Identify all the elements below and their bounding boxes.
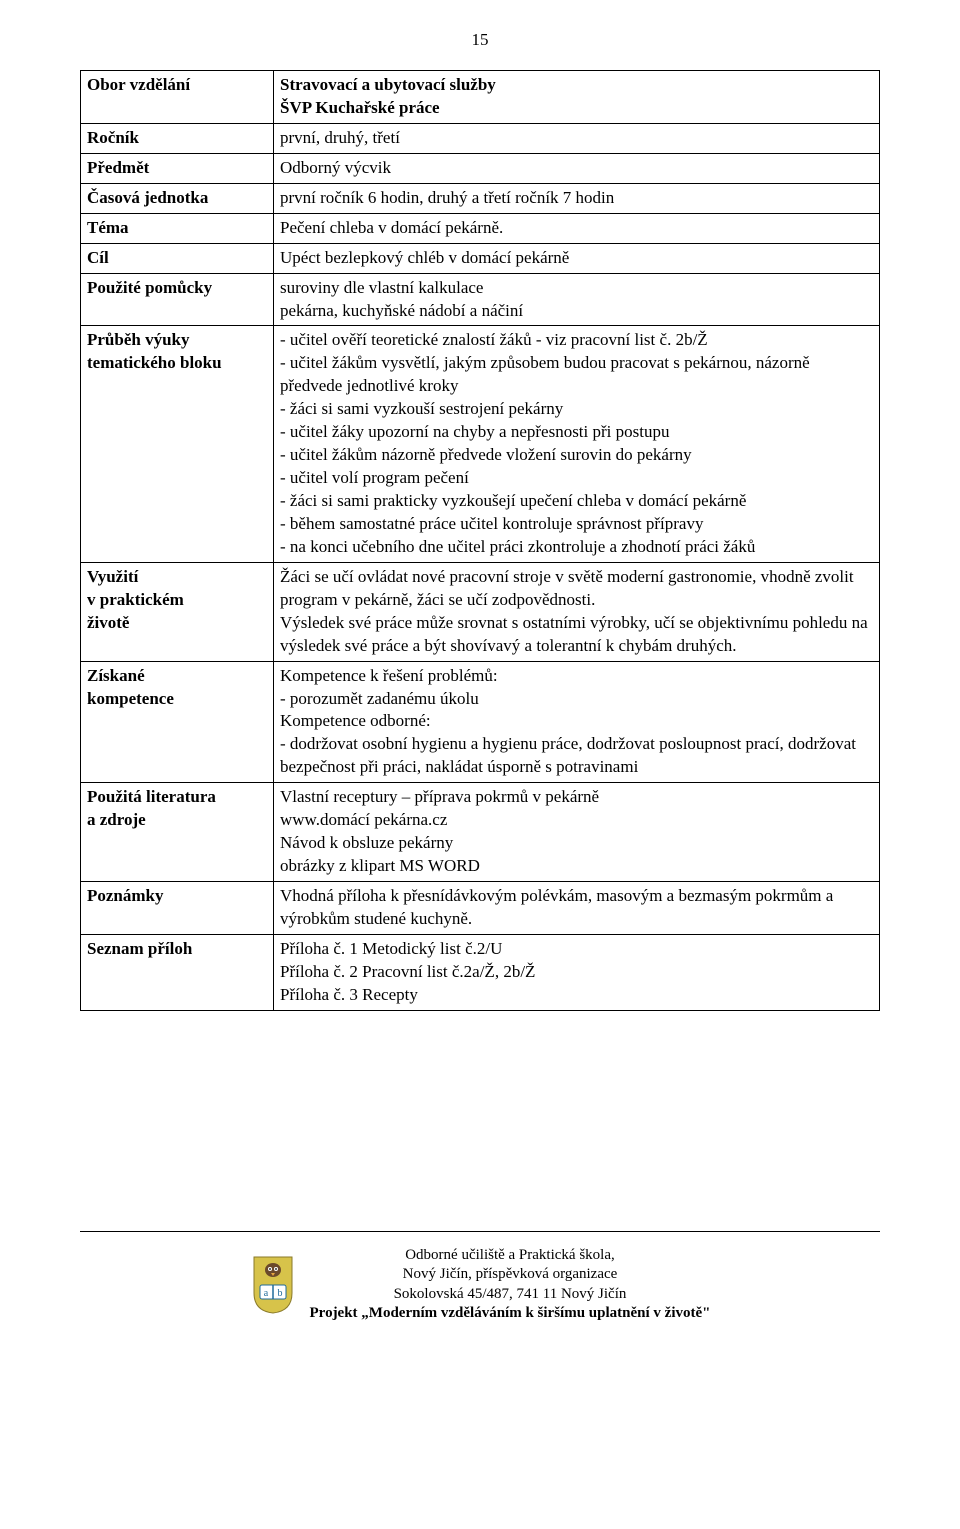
row-value: - učitel ověří teoretické znalostí žáků … — [274, 326, 880, 562]
footer-content: a b Odborné učiliště a Praktická škola, … — [80, 1246, 880, 1324]
label-line: tematického bloku — [87, 353, 222, 372]
row-value: Žáci se učí ovládat nové pracovní stroje… — [274, 562, 880, 661]
table-row: Obor vzdělání Stravovací a ubytovací slu… — [81, 71, 880, 124]
row-label: Obor vzdělání — [81, 71, 274, 124]
value-line: - porozumět zadanému úkolu — [280, 689, 479, 708]
footer-text-block: Odborné učiliště a Praktická škola, Nový… — [310, 1246, 711, 1324]
row-value: suroviny dle vlastní kalkulace pekárna, … — [274, 273, 880, 326]
value-line: pekárna, kuchyňské nádobí a náčiní — [280, 301, 523, 320]
row-label: Získané kompetence — [81, 661, 274, 783]
row-label: Téma — [81, 213, 274, 243]
value-line: - žáci si sami prakticky vyzkoušejí upeč… — [280, 491, 746, 510]
row-label: Průběh výuky tematického bloku — [81, 326, 274, 562]
row-label: Seznam příloh — [81, 934, 274, 1010]
value-line: ŠVP Kuchařské práce — [280, 98, 440, 117]
row-label: Ročník — [81, 123, 274, 153]
curriculum-table: Obor vzdělání Stravovací a ubytovací slu… — [80, 70, 880, 1011]
page-footer: a b Odborné učiliště a Praktická škola, … — [80, 1231, 880, 1324]
row-value: první, druhý, třetí — [274, 123, 880, 153]
svg-text:a: a — [263, 1288, 268, 1299]
value-line: Výsledek své práce může srovnat s ostatn… — [280, 613, 868, 655]
value-line: www.domácí pekárna.cz — [280, 810, 447, 829]
table-row: Získané kompetence Kompetence k řešení p… — [81, 661, 880, 783]
table-row: Použitá literatura a zdroje Vlastní rece… — [81, 783, 880, 882]
label-line: Průběh výuky — [87, 330, 190, 349]
value-line: - na konci učebního dne učitel práci zko… — [280, 537, 755, 556]
value-line: Kompetence k řešení problémů: — [280, 666, 498, 685]
value-line: Příloha č. 1 Metodický list č.2/U — [280, 939, 502, 958]
value-line: Stravovací a ubytovací služby — [280, 75, 496, 94]
value-line: - učitel volí program pečení — [280, 468, 469, 487]
table-row: Cíl Upéct bezlepkový chléb v domácí peká… — [81, 243, 880, 273]
row-value: Vlastní receptury – příprava pokrmů v pe… — [274, 783, 880, 882]
table-row: Použité pomůcky suroviny dle vlastní kal… — [81, 273, 880, 326]
school-logo-icon: a b — [250, 1255, 296, 1315]
value-line: Žáci se učí ovládat nové pracovní stroje… — [280, 567, 854, 609]
page: 15 Obor vzdělání Stravovací a ubytovací … — [0, 0, 960, 1364]
page-number: 15 — [80, 30, 880, 50]
label-line: a zdroje — [87, 810, 146, 829]
table-row: Téma Pečení chleba v domácí pekárně. — [81, 213, 880, 243]
row-value: Příloha č. 1 Metodický list č.2/U Příloh… — [274, 934, 880, 1010]
table-row: Ročník první, druhý, třetí — [81, 123, 880, 153]
row-label: Poznámky — [81, 882, 274, 935]
table-row: Poznámky Vhodná příloha k přesnídávkovým… — [81, 882, 880, 935]
value-line: - během samostatné práce učitel kontrolu… — [280, 514, 703, 533]
value-line: - učitel žáky upozorní na chyby a nepřes… — [280, 422, 669, 441]
value-line: Vhodná příloha k přesnídávkovým polévkám… — [280, 886, 833, 928]
value-line: - učitel žákům názorně předvede vložení … — [280, 445, 692, 464]
svg-text:b: b — [277, 1288, 282, 1299]
table-row: Časová jednotka první ročník 6 hodin, dr… — [81, 183, 880, 213]
footer-line: Odborné učiliště a Praktická škola, — [310, 1246, 711, 1266]
row-value: první ročník 6 hodin, druhý a třetí ročn… — [274, 183, 880, 213]
row-value: Odborný výcvik — [274, 153, 880, 183]
label-line: Použitá literatura — [87, 787, 216, 806]
value-line: Příloha č. 2 Pracovní list č.2a/Ž, 2b/Ž — [280, 962, 535, 981]
value-line: obrázky z klipart MS WORD — [280, 856, 480, 875]
table-row: Předmět Odborný výcvik — [81, 153, 880, 183]
table-row: Využití v praktickém životě Žáci se učí … — [81, 562, 880, 661]
label-line: životě — [87, 613, 129, 632]
row-label: Časová jednotka — [81, 183, 274, 213]
footer-project-line: Projekt „Moderním vzděláváním k širšímu … — [310, 1304, 711, 1324]
label-line: Využití — [87, 567, 138, 586]
label-line: v praktickém — [87, 590, 184, 609]
value-line: - dodržovat osobní hygienu a hygienu prá… — [280, 734, 856, 776]
label-line: Získané — [87, 666, 145, 685]
value-line: suroviny dle vlastní kalkulace — [280, 278, 483, 297]
row-label: Použitá literatura a zdroje — [81, 783, 274, 882]
row-value: Pečení chleba v domácí pekárně. — [274, 213, 880, 243]
value-line: Vlastní receptury – příprava pokrmů v pe… — [280, 787, 599, 806]
row-label: Použité pomůcky — [81, 273, 274, 326]
footer-line: Sokolovská 45/487, 741 11 Nový Jičín — [310, 1285, 711, 1305]
value-line: - učitel ověří teoretické znalostí žáků … — [280, 330, 708, 349]
value-line: - žáci si sami vyzkouší sestrojení pekár… — [280, 399, 563, 418]
footer-divider — [80, 1231, 880, 1232]
value-line: Příloha č. 3 Recepty — [280, 985, 418, 1004]
row-value: Upéct bezlepkový chléb v domácí pekárně — [274, 243, 880, 273]
row-label: Využití v praktickém životě — [81, 562, 274, 661]
table-row: Průběh výuky tematického bloku - učitel … — [81, 326, 880, 562]
row-label: Předmět — [81, 153, 274, 183]
row-value: Stravovací a ubytovací služby ŠVP Kuchař… — [274, 71, 880, 124]
value-line: - učitel žákům vysvětlí, jakým způsobem … — [280, 353, 810, 395]
row-value: Vhodná příloha k přesnídávkovým polévkám… — [274, 882, 880, 935]
footer-line: Nový Jičín, příspěvková organizace — [310, 1265, 711, 1285]
table-row: Seznam příloh Příloha č. 1 Metodický lis… — [81, 934, 880, 1010]
value-line: Návod k obsluze pekárny — [280, 833, 453, 852]
row-label: Cíl — [81, 243, 274, 273]
value-line: Kompetence odborné: — [280, 711, 431, 730]
label-line: kompetence — [87, 689, 174, 708]
row-value: Kompetence k řešení problémů: - porozumě… — [274, 661, 880, 783]
